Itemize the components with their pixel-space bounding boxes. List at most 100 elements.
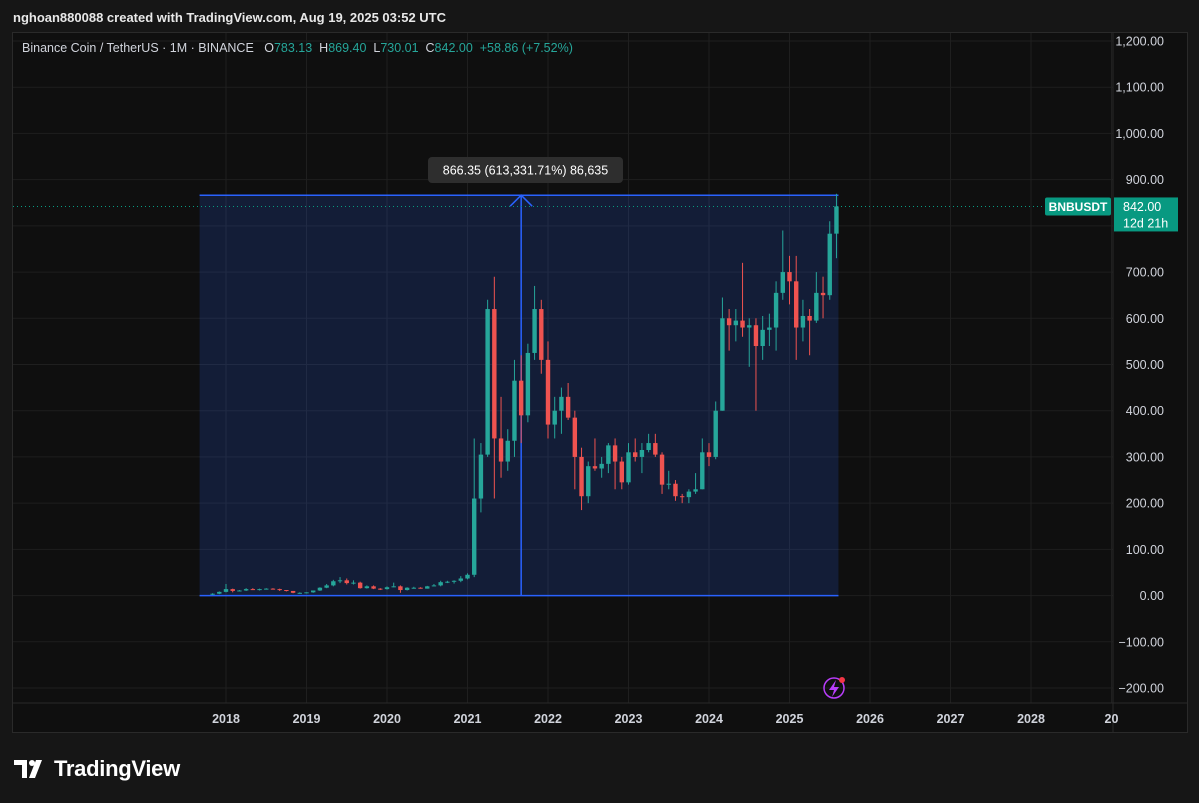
candle-body <box>411 587 417 589</box>
candle-body <box>820 292 826 296</box>
candle-body <box>270 588 276 590</box>
legend-open-key: O <box>264 41 274 55</box>
candle-body <box>438 582 443 586</box>
candle-body <box>498 438 504 462</box>
tradingview-logo-icon <box>14 760 42 778</box>
x-tick-label: 2018 <box>212 712 240 726</box>
candle-body <box>559 396 564 411</box>
candle-body <box>552 410 557 425</box>
candle-body <box>693 489 698 492</box>
x-tick-label: 2019 <box>293 712 321 726</box>
candle-body <box>827 233 832 296</box>
candle-body <box>284 590 289 592</box>
tradingview-logo[interactable]: TradingView <box>14 756 180 782</box>
candle-body <box>586 466 591 497</box>
candle-body <box>264 588 269 590</box>
candle-body <box>525 352 531 416</box>
candle-body <box>324 585 329 588</box>
y-tick-label: −100.00 <box>1118 635 1164 649</box>
candle-body <box>747 325 752 328</box>
candle-body <box>592 466 598 469</box>
measure-label-box <box>428 157 623 183</box>
candle-body <box>787 272 792 282</box>
candle-body <box>767 327 772 330</box>
legend-symbol: Binance Coin / TetherUS · 1M · BINANCE <box>22 41 254 55</box>
candle-body <box>237 590 242 592</box>
legend-high-value: 869.40 <box>328 41 367 55</box>
y-tick-label: 300.00 <box>1126 450 1164 464</box>
candle-body <box>505 440 510 462</box>
candle-body <box>639 449 645 457</box>
candle-body <box>492 309 497 439</box>
candle-body <box>612 445 618 462</box>
lightning-icon-bolt <box>829 680 839 697</box>
measure-label: 866.35 (613,331.71%) 86,635 <box>443 164 608 178</box>
legend-high-key: H <box>319 41 329 55</box>
lightning-icon[interactable] <box>823 677 845 699</box>
y-tick-label: 700.00 <box>1126 266 1164 280</box>
candle-body <box>257 589 262 591</box>
candle-body <box>565 396 571 418</box>
candle-body <box>539 309 544 360</box>
y-tick-label: 600.00 <box>1126 312 1164 326</box>
candle-body <box>391 586 396 588</box>
price-badge <box>1114 197 1178 232</box>
candle-body <box>311 590 316 593</box>
x-tick-label: 2023 <box>615 712 643 726</box>
candle-body <box>418 587 423 589</box>
candle-body <box>230 589 235 591</box>
candle-body <box>518 380 524 416</box>
candle-body <box>686 491 692 498</box>
candle-body <box>357 582 363 589</box>
legend-close-key: C <box>425 41 435 55</box>
y-tick-label: 1,100.00 <box>1115 81 1164 95</box>
price-badge-countdown: 12d 21h <box>1123 216 1168 230</box>
legend-change: +58.86 (+7.52%) <box>479 41 573 55</box>
y-tick-label: 400.00 <box>1126 404 1164 418</box>
candle-body <box>633 452 638 457</box>
ticker-badge-label: BNBUSDT <box>1049 200 1108 214</box>
candle-body <box>304 592 309 594</box>
candle-body <box>425 586 430 589</box>
candle-body <box>210 593 215 595</box>
x-tick-label: 2025 <box>776 712 804 726</box>
candle-body <box>606 445 611 464</box>
candle-body <box>250 589 256 591</box>
y-tick-label: 0.00 <box>1140 589 1164 603</box>
candle-body <box>351 582 356 584</box>
candle-body <box>800 315 806 328</box>
candle-body <box>545 359 551 425</box>
candle-body <box>814 292 819 321</box>
candle-body <box>653 443 658 455</box>
y-tick-label: −200.00 <box>1118 682 1164 696</box>
measure-arrow-head <box>509 194 533 207</box>
candle-body <box>465 574 470 579</box>
candle-body <box>331 581 336 586</box>
candle-body <box>720 318 725 411</box>
candle-body <box>371 586 376 589</box>
candle-body <box>344 580 349 584</box>
candle-body <box>364 586 370 589</box>
symbol-legend: Binance Coin / TetherUS · 1M · BINANCE O… <box>22 41 573 55</box>
candle-body <box>337 580 343 582</box>
chart-frame[interactable] <box>12 32 1188 733</box>
legend-open-value: 783.13 <box>273 41 313 55</box>
candle-body <box>673 483 678 497</box>
price-badge-value: 842.00 <box>1123 200 1161 214</box>
candle-body <box>807 315 812 321</box>
candle-body <box>445 581 450 583</box>
y-tick-label: 1,000.00 <box>1115 127 1164 141</box>
candle-body <box>700 452 705 490</box>
x-tick-label: 2021 <box>454 712 482 726</box>
candle-body <box>277 589 282 591</box>
x-tick-label: 2026 <box>856 712 884 726</box>
candle-body <box>378 588 383 590</box>
candle-body <box>713 410 718 457</box>
candle-body <box>760 329 765 347</box>
candle-body <box>740 320 745 328</box>
ticker-badge <box>1045 197 1111 216</box>
candle-body <box>472 498 477 575</box>
candle-body <box>646 443 651 450</box>
candle-body <box>478 454 484 499</box>
